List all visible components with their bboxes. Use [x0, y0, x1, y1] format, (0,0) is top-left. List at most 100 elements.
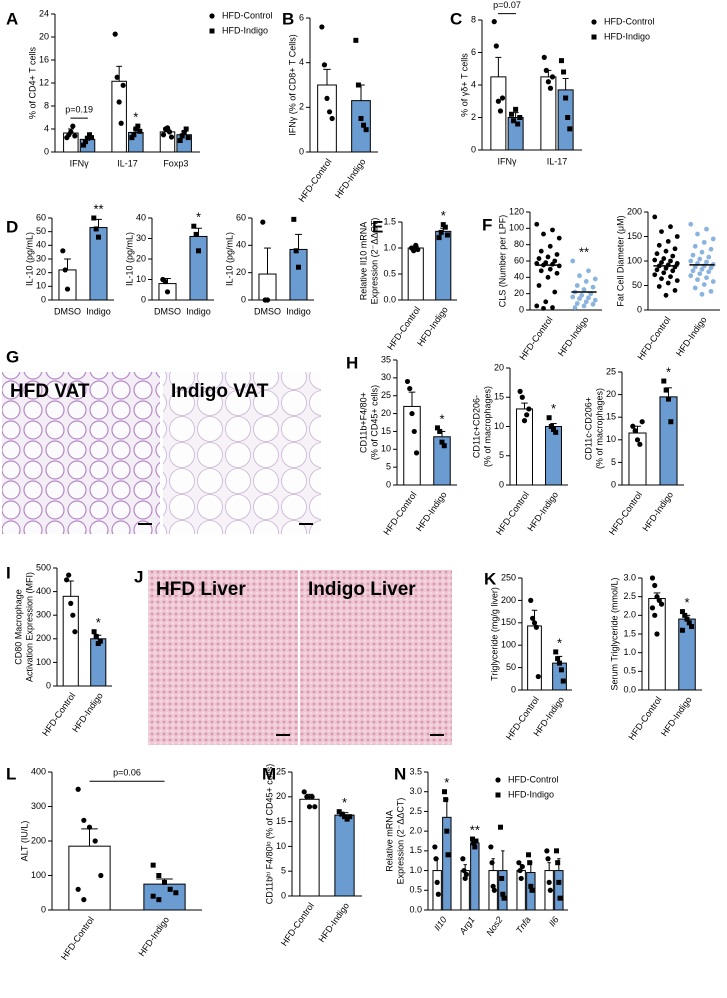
- significance: *: [551, 401, 556, 416]
- y-tick-label: 0.5: [623, 666, 636, 676]
- data-point: [674, 278, 680, 283]
- data-point: [565, 115, 571, 120]
- data-point: [131, 132, 137, 138]
- data-point: [546, 879, 552, 886]
- data-point: [521, 418, 528, 424]
- data-point: [692, 285, 698, 291]
- data-point: [661, 270, 667, 276]
- y-tick-label: 0.5: [383, 268, 396, 278]
- data-point: [656, 284, 662, 289]
- y-tick-label: 2.0: [409, 826, 422, 836]
- data-point: [361, 122, 367, 128]
- data-point: [488, 844, 494, 850]
- x-tick-label: Il10: [432, 915, 449, 933]
- y-tick-label: 10: [136, 274, 146, 284]
- data-point: [460, 856, 466, 862]
- data-point: [554, 848, 560, 854]
- data-point: [670, 268, 676, 274]
- data-point: [689, 624, 695, 630]
- data-point: [695, 231, 700, 237]
- x-tick-label: HFD-Control: [40, 691, 77, 738]
- panel-letter: N: [394, 764, 406, 783]
- y-axis-label: IFNγ (% of CD8+ T Cells): [287, 34, 297, 135]
- data-point: [682, 612, 688, 618]
- y-tick-label: 120: [509, 206, 524, 216]
- data-point: [543, 299, 549, 305]
- data-point: [490, 883, 496, 889]
- y-tick-label: 0.5: [409, 885, 422, 895]
- y-tick-label: 60: [236, 212, 246, 222]
- data-point: [570, 258, 576, 264]
- significance: *: [684, 595, 689, 610]
- bar: [143, 883, 186, 911]
- data-point: [499, 875, 505, 881]
- bar: [351, 100, 371, 153]
- micrograph: [163, 372, 321, 534]
- data-point: [661, 378, 667, 384]
- data-point: [519, 864, 525, 870]
- data-point: [692, 264, 698, 270]
- data-point: [181, 129, 187, 135]
- y-tick-label: 0.0: [383, 294, 396, 304]
- y-tick-label: 5: [281, 866, 286, 876]
- y-tick-label: 15: [606, 412, 616, 422]
- data-point: [697, 271, 703, 277]
- y-axis-label: CD80 Macrophage: [13, 589, 23, 665]
- micrograph: [2, 372, 160, 534]
- data-point: [415, 246, 421, 253]
- y-axis-label: CD11c-CD206+: [583, 397, 593, 460]
- data-point: [556, 879, 562, 885]
- data-point: [632, 428, 638, 434]
- data-point: [547, 243, 553, 249]
- y-tick-label: 40: [136, 212, 146, 222]
- panel-letter: J: [134, 567, 143, 586]
- x-tick-label: IL-17: [117, 158, 138, 168]
- bar: [470, 842, 480, 911]
- bar: [258, 273, 277, 301]
- significance: *: [441, 208, 446, 223]
- x-tick-label: DMSO: [154, 306, 181, 316]
- data-point: [91, 215, 97, 221]
- y-tick-label: 8: [44, 100, 49, 110]
- data-point: [493, 43, 499, 49]
- y-tick-label: 10: [494, 421, 504, 431]
- y-tick-label: 10: [606, 434, 616, 444]
- data-point: [544, 848, 550, 854]
- bar: [289, 248, 308, 301]
- y-tick-label: 1.0: [623, 647, 636, 657]
- data-point: [112, 31, 118, 37]
- x-tick-label: HFD-Control: [296, 157, 333, 204]
- x-tick-label: Il6: [547, 915, 561, 929]
- data-point: [555, 860, 561, 866]
- y-axis-label: IL-10 (pg/mL): [124, 232, 134, 286]
- data-point: [162, 278, 168, 285]
- y-tick-label: 150: [627, 231, 642, 241]
- data-point: [517, 867, 523, 874]
- y-tick-label: 400: [31, 766, 46, 776]
- image-label: HFD VAT: [10, 381, 90, 402]
- y-tick-label: 20: [236, 267, 246, 277]
- y-tick-label: 300: [36, 610, 51, 620]
- y-tick-label: 0: [519, 304, 524, 314]
- y-tick-label: 0.0: [623, 684, 636, 694]
- data-point: [60, 248, 66, 254]
- x-tick-label: IL-17: [547, 156, 568, 166]
- x-tick-label: HFD-Indigo: [333, 157, 368, 200]
- bracket-label: p=0.07: [493, 0, 521, 10]
- data-point: [591, 19, 597, 25]
- data-point: [697, 256, 703, 262]
- panel-letter: G: [6, 347, 19, 366]
- data-point: [577, 296, 582, 301]
- data-point: [670, 253, 676, 259]
- legend-label: HFD-Control: [604, 16, 655, 26]
- bar: [552, 662, 567, 691]
- data-point: [291, 216, 297, 222]
- data-point: [547, 266, 553, 272]
- data-point: [668, 274, 673, 280]
- y-tick-label: 16: [39, 54, 49, 64]
- y-axis-label: % of CD4+ T cells: [27, 47, 37, 119]
- data-point: [516, 860, 522, 866]
- data-point: [549, 74, 556, 80]
- data-point: [558, 667, 564, 673]
- data-point: [339, 811, 345, 817]
